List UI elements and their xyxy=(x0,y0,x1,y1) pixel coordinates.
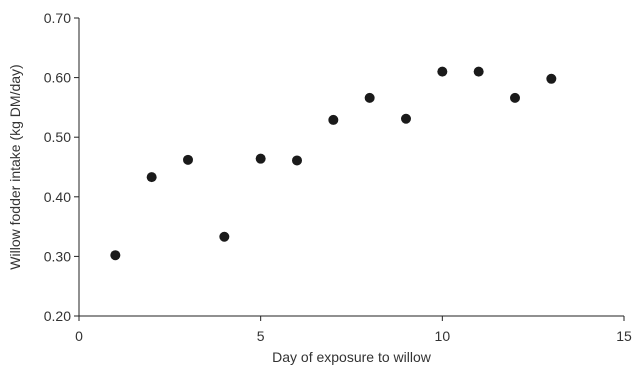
x-tick-label: 15 xyxy=(616,328,632,344)
y-tick-label: 0.40 xyxy=(44,189,71,205)
x-tick-label: 10 xyxy=(435,328,451,344)
data-point xyxy=(510,92,520,103)
y-tick-label: 0.60 xyxy=(44,70,71,86)
data-point xyxy=(546,73,557,84)
y-axis-ticks: 0.20 0.30 0.40 0.50 0.60 0.70 xyxy=(44,10,79,324)
data-point xyxy=(328,114,339,125)
y-axis-title: Willow fodder intake (kg DM/day) xyxy=(7,64,23,269)
data-point xyxy=(183,154,193,165)
x-axis-title: Day of exposure to willow xyxy=(272,349,432,365)
y-tick-label: 0.70 xyxy=(44,10,71,26)
y-tick-label: 0.30 xyxy=(44,248,71,264)
data-point xyxy=(401,113,411,124)
data-point xyxy=(292,155,302,166)
data-point xyxy=(437,66,448,77)
data-point xyxy=(110,250,121,261)
y-tick-label: 0.50 xyxy=(44,129,71,145)
data-point xyxy=(255,153,266,164)
data-points xyxy=(110,66,557,261)
data-point xyxy=(146,172,157,183)
x-axis-ticks: 0 5 10 15 xyxy=(75,316,632,344)
x-tick-label: 0 xyxy=(75,328,83,344)
data-point xyxy=(219,231,230,242)
y-tick-label: 0.20 xyxy=(44,308,71,324)
data-point xyxy=(364,92,375,103)
x-tick-label: 5 xyxy=(257,328,265,344)
data-point xyxy=(473,66,484,77)
